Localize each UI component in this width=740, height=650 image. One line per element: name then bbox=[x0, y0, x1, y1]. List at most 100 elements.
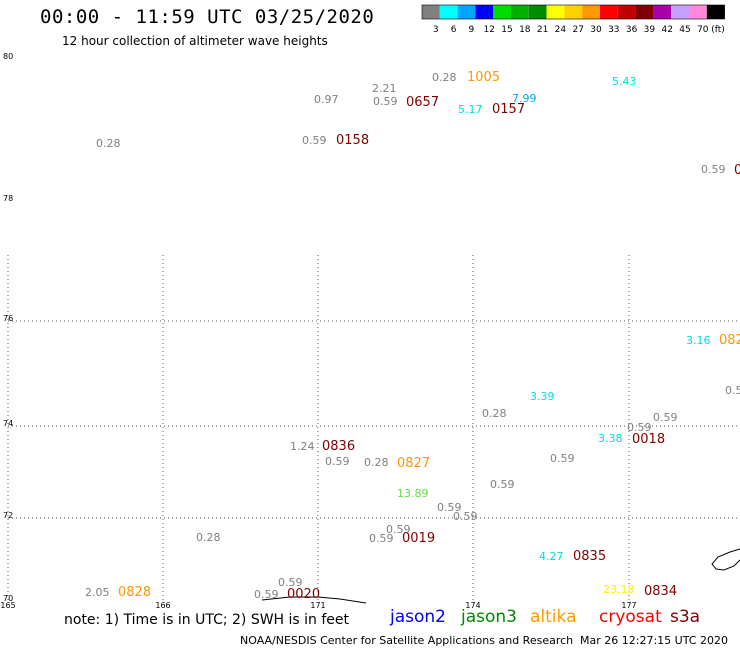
longitude-label: 171 bbox=[310, 601, 325, 610]
wave-height-value: 0.59 bbox=[653, 411, 678, 424]
pass-time-label: 0158 bbox=[336, 133, 369, 148]
page-subtitle: 12 hour collection of altimeter wave hei… bbox=[62, 34, 328, 48]
colorbar-tick-label: 70 bbox=[697, 25, 709, 35]
wave-height-value: 0.59 bbox=[302, 134, 327, 147]
longitude-label: 165 bbox=[0, 601, 15, 610]
legend-entry: s3a bbox=[670, 607, 701, 627]
colorbar-tick-label: 45 bbox=[679, 25, 690, 35]
wave-height-value: 0.59 bbox=[254, 588, 279, 601]
colorbar-tick-label: 9 bbox=[469, 25, 475, 35]
pass-time-label: 0835 bbox=[573, 549, 606, 564]
wave-height-value: 4.27 bbox=[539, 550, 564, 563]
wave-height-value: 0.97 bbox=[314, 93, 339, 106]
colorbar-tick-label: 3 bbox=[433, 25, 439, 35]
longitude-label: 177 bbox=[621, 601, 636, 610]
pass-time-label: 1005 bbox=[467, 70, 500, 85]
colorbar-tick-label: 18 bbox=[519, 25, 531, 35]
pass-time-label: 0828 bbox=[118, 585, 151, 600]
wave-height-value: 0.59 bbox=[627, 421, 652, 434]
map-gridlines bbox=[7, 255, 740, 600]
colorbar-swatch bbox=[564, 5, 583, 19]
longitude-labels: 165 166 171 174 177 bbox=[0, 601, 636, 610]
colorbar-tick-label: 42 bbox=[661, 25, 672, 35]
latitude-label: 72 bbox=[3, 511, 13, 520]
page-title: 00:00 - 11:59 UTC 03/25/2020 bbox=[40, 6, 375, 28]
pass-time-label: 0657 bbox=[406, 95, 439, 110]
legend-entry: jason3 bbox=[461, 607, 517, 627]
wave-height-value: 0.59 bbox=[453, 510, 478, 523]
legend-entry: altika bbox=[530, 607, 577, 627]
wave-height-value: 13.89 bbox=[397, 487, 429, 500]
colorbar-frame bbox=[421, 4, 725, 20]
colorbar-swatch bbox=[635, 5, 654, 19]
colorbar-swatch bbox=[706, 5, 725, 19]
colorbar-swatch bbox=[528, 5, 547, 19]
wave-height-value: 0.59 bbox=[437, 501, 462, 514]
wave-height-value: 0.59 bbox=[701, 163, 726, 176]
wave-height-value: 0.28 bbox=[432, 71, 457, 84]
pass-time-label: 0157 bbox=[492, 102, 525, 117]
wave-height-value: 0.59 bbox=[369, 532, 394, 545]
wave-height-value: 1.24 bbox=[290, 440, 315, 453]
wave-height-value: 0.59 bbox=[325, 455, 350, 468]
wave-height-value: 5.43 bbox=[612, 75, 637, 88]
wave-height-value: 0.28 bbox=[96, 137, 121, 150]
colorbar-tick-label: 12 bbox=[483, 25, 494, 35]
wave-height-value: 2.21 bbox=[372, 82, 397, 95]
latitude-label: 70 bbox=[3, 594, 13, 603]
colorbar-swatch bbox=[671, 5, 689, 19]
wave-height-value: 3.39 bbox=[530, 390, 555, 403]
latitude-label: 78 bbox=[3, 194, 13, 203]
legend-entry: jason2 bbox=[390, 607, 446, 627]
colorbar-tick-label: 6 bbox=[451, 25, 457, 35]
colorbar-swatch bbox=[511, 5, 529, 19]
wave-height-value: 0.28 bbox=[482, 407, 507, 420]
coastlines bbox=[261, 548, 740, 604]
colorbar-tick-label: 24 bbox=[555, 25, 567, 35]
credit-text: NOAA/NESDIS Center for Satellite Applica… bbox=[240, 634, 574, 647]
colorbar-swatch bbox=[475, 5, 494, 19]
colorbar-swatch bbox=[653, 5, 672, 19]
colorbar-swatch bbox=[689, 5, 707, 19]
pass-time-label: 0018 bbox=[632, 432, 665, 447]
wave-height-value: 0.59 bbox=[550, 452, 575, 465]
wave-height-value: 0.59 bbox=[373, 95, 398, 108]
generated-timestamp: Mar 26 12:27:15 UTC 2020 bbox=[580, 634, 728, 647]
latitude-labels: 80 78 76 74 72 70 bbox=[3, 52, 13, 603]
colorbar-tick-label: 39 bbox=[644, 25, 656, 35]
wave-height-value: 7.99 bbox=[512, 92, 537, 105]
longitude-label: 166 bbox=[155, 601, 170, 610]
colorbar-unit: (ft) bbox=[711, 25, 725, 35]
latitude-label: 74 bbox=[3, 419, 13, 428]
colorbar-swatch bbox=[600, 5, 618, 19]
footer-note: note: 1) Time is in UTC; 2) SWH is in fe… bbox=[64, 612, 350, 628]
wave-height-value: 0.28 bbox=[196, 531, 221, 544]
colorbar-tick-label: 33 bbox=[608, 25, 619, 35]
colorbar-swatch bbox=[493, 5, 511, 19]
colorbar-tick-label: 21 bbox=[537, 25, 548, 35]
wave-height-value: 2.05 bbox=[85, 586, 110, 599]
colorbar-swatch bbox=[439, 5, 458, 19]
colorbar-tick-label: 27 bbox=[572, 25, 583, 35]
colorbar-swatch bbox=[546, 5, 565, 19]
coastline bbox=[261, 596, 367, 604]
colorbar: 3 6 9 12 15 18 21 24 27 30 33 36 39 42 45 70 (ft) bbox=[421, 4, 725, 35]
colorbar-swatch bbox=[582, 5, 600, 19]
pass-time-label: 0 bbox=[734, 163, 740, 178]
pass-time-label: 0827 bbox=[397, 456, 430, 471]
wave-height-value: 0.59 bbox=[386, 523, 411, 536]
wave-height-value: 0.59 bbox=[490, 478, 515, 491]
colorbar-swatch bbox=[457, 5, 476, 19]
pass-time-label: 082 bbox=[719, 333, 740, 348]
wave-height-value: 23.18 bbox=[603, 583, 635, 596]
wave-height-value: 3.16 bbox=[686, 334, 711, 347]
pass-time-label: 0020 bbox=[287, 587, 320, 602]
latitude-label: 76 bbox=[3, 314, 13, 323]
colorbar-tick-label: 15 bbox=[501, 25, 512, 35]
longitude-label: 174 bbox=[465, 601, 480, 610]
coastline bbox=[711, 548, 740, 571]
wave-height-value: 0.5 bbox=[725, 384, 740, 397]
pass-time-label: 0836 bbox=[322, 439, 355, 454]
wave-height-value: 3.38 bbox=[598, 432, 623, 445]
